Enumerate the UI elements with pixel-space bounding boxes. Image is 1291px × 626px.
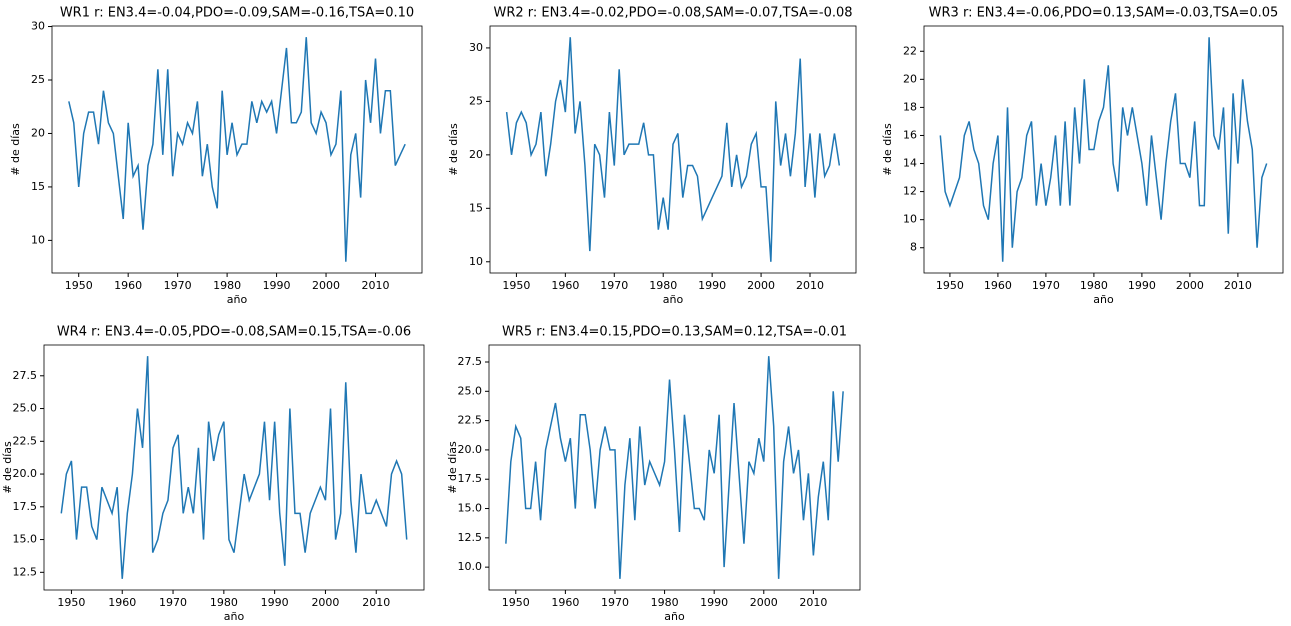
x-tick-label: 1970 [600,279,628,292]
y-tick-label: 12.5 [13,565,38,578]
subplot: WR4 r: EN3.4=-0.05,PDO=-0.08,SAM=0.15,TS… [1,325,425,623]
x-tick-label: 1950 [936,279,964,292]
y-tick-label: 10 [31,233,45,246]
subplot: WR3 r: EN3.4=-0.06,PDO=0.13,SAM=-0.03,TS… [881,6,1284,306]
x-tick-label: 2010 [362,596,390,609]
y-tick-label: 12 [903,185,917,198]
y-tick-label: 16 [903,128,917,141]
x-tick-label: 1950 [57,596,85,609]
series-line [505,356,844,579]
x-tick-label: 1950 [502,596,530,609]
x-tick-label: 1950 [502,279,530,292]
x-axis-label: año [664,610,685,623]
subplot-title: WR4 r: EN3.4=-0.05,PDO=-0.08,SAM=0.15,TS… [57,325,411,340]
x-tick-label: 1980 [651,596,679,609]
y-tick-label: 10 [903,213,917,226]
subplot: WR1 r: EN3.4=-0.04,PDO=-0.09,SAM=-0.16,T… [9,6,423,306]
x-tick-label: 1980 [1080,279,1108,292]
series-line [505,37,841,262]
x-tick-label: 2010 [362,279,390,292]
axes-frame [923,25,1284,274]
x-tick-label: 1960 [984,279,1012,292]
axes-frame [51,25,423,274]
x-axis-label: año [1093,293,1114,306]
y-tick-label: 15.0 [13,533,38,546]
y-tick-label: 10 [469,255,483,268]
y-tick-label: 25 [31,73,45,86]
y-axis-label: # de días [447,123,460,176]
y-tick-label: 22.5 [458,414,483,427]
y-tick-label: 25.0 [13,402,38,415]
x-tick-label: 2010 [799,596,827,609]
y-tick-label: 20 [903,72,917,85]
x-tick-label: 1980 [210,596,238,609]
x-tick-label: 1990 [698,279,726,292]
x-tick-label: 1990 [700,596,728,609]
y-tick-label: 20 [31,126,45,139]
x-tick-label: 1960 [551,596,579,609]
y-tick-label: 20 [469,148,483,161]
axes-frame [489,25,857,274]
x-tick-label: 2000 [1176,279,1204,292]
y-tick-label: 15 [31,180,45,193]
x-axis-label: año [224,610,245,623]
y-axis-label: # de días [881,123,894,176]
x-tick-label: 2000 [747,279,775,292]
x-tick-label: 2000 [312,279,340,292]
x-tick-label: 2000 [750,596,778,609]
y-axis-label: # de días [1,441,14,494]
series-line [68,37,406,262]
series-line [60,356,408,579]
x-axis-label: año [663,293,684,306]
subplot: WR2 r: EN3.4=-0.02,PDO=-0.08,SAM=-0.07,T… [447,6,857,306]
x-tick-label: 1980 [649,279,677,292]
y-tick-label: 15.0 [458,502,483,515]
x-tick-label: 1970 [164,279,192,292]
y-tick-label: 30 [469,41,483,54]
x-tick-label: 1980 [213,279,241,292]
x-tick-label: 1970 [601,596,629,609]
y-axis-label: # de días [9,123,22,176]
y-tick-label: 25 [469,94,483,107]
y-tick-label: 17.5 [458,472,483,485]
subplot-title: WR3 r: EN3.4=-0.06,PDO=0.13,SAM=-0.03,TS… [929,6,1279,21]
x-tick-label: 1960 [551,279,579,292]
y-tick-label: 25.0 [458,384,483,397]
y-tick-label: 22.5 [13,434,38,447]
y-tick-label: 27.5 [458,355,483,368]
y-tick-label: 20.0 [13,467,38,480]
x-tick-label: 2010 [796,279,824,292]
x-tick-label: 1970 [159,596,187,609]
y-tick-label: 22 [903,44,917,57]
subplot-title: WR2 r: EN3.4=-0.02,PDO=-0.08,SAM=-0.07,T… [493,6,852,21]
y-tick-label: 27.5 [13,369,38,382]
x-tick-label: 2000 [311,596,339,609]
subplot-title: WR5 r: EN3.4=0.15,PDO=0.13,SAM=0.12,TSA=… [502,325,847,340]
y-tick-label: 10.0 [458,560,483,573]
subplot-title: WR1 r: EN3.4=-0.04,PDO=-0.09,SAM=-0.16,T… [60,6,414,21]
y-axis-label: # de días [446,441,459,494]
axes-frame [488,344,861,591]
x-tick-label: 1990 [1128,279,1156,292]
y-tick-label: 8 [910,241,917,254]
y-tick-label: 30 [31,20,45,33]
x-axis-label: año [227,293,248,306]
x-tick-label: 2010 [1224,279,1252,292]
y-tick-label: 14 [903,157,917,170]
axes-frame [43,344,425,591]
y-tick-label: 12.5 [458,531,483,544]
series-line [939,37,1268,262]
subplot: WR5 r: EN3.4=0.15,PDO=0.13,SAM=0.12,TSA=… [446,325,861,623]
x-tick-label: 1990 [261,596,289,609]
y-tick-label: 17.5 [13,500,38,513]
x-tick-label: 1950 [65,279,93,292]
y-tick-label: 15 [469,201,483,214]
x-tick-label: 1990 [263,279,291,292]
x-tick-label: 1970 [1032,279,1060,292]
y-tick-label: 20.0 [458,443,483,456]
y-tick-label: 18 [903,100,917,113]
x-tick-label: 1960 [108,596,136,609]
x-tick-label: 1960 [114,279,142,292]
